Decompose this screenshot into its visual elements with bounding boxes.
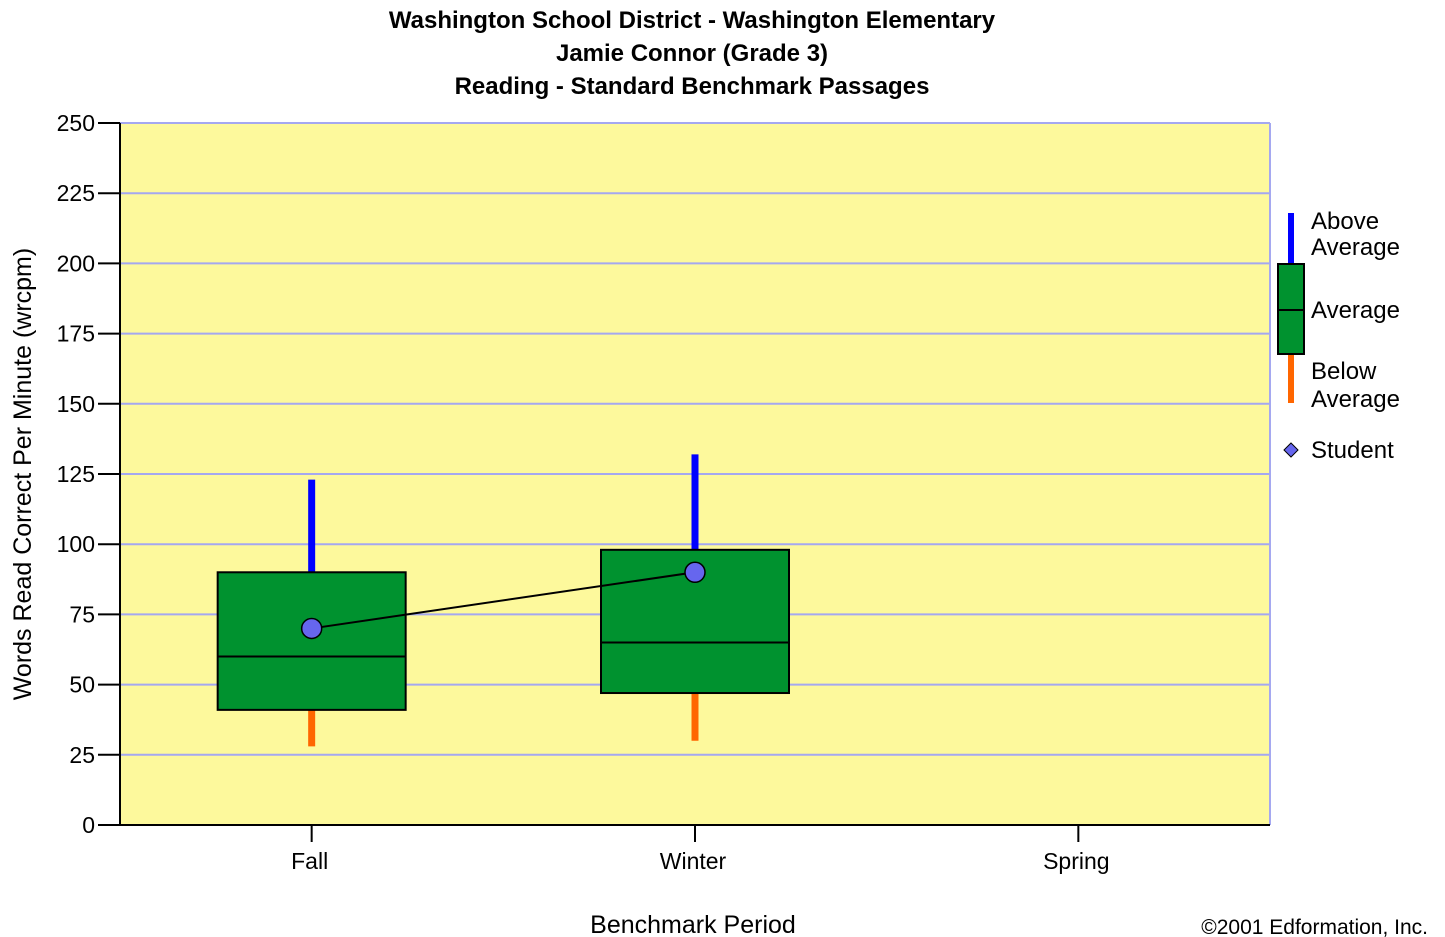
y-tick-label: 225 <box>57 180 95 206</box>
y-tick-label: 50 <box>69 672 95 698</box>
box-fall <box>216 479 407 747</box>
y-tick-label: 175 <box>57 321 95 347</box>
x-tick-label-winter: Winter <box>660 848 727 874</box>
title-line-3: Reading - Standard Benchmark Passages <box>455 73 930 100</box>
legend-average-label: Average <box>1311 297 1400 324</box>
x-tick-label-spring: Spring <box>1043 848 1109 874</box>
student-line <box>311 571 696 630</box>
title-line-1: Washington School District - Washington … <box>389 7 996 34</box>
legend-student-label: Student <box>1311 437 1394 464</box>
y-tick-label: 125 <box>57 461 95 487</box>
x-axis-title: Benchmark Period <box>590 911 796 937</box>
title-line-2: Jamie Connor (Grade 3) <box>556 40 828 67</box>
y-tick-label: 100 <box>57 531 95 557</box>
y-tick-label: 200 <box>57 250 95 276</box>
legend-student-marker <box>1283 442 1299 458</box>
student-point-winter <box>684 561 706 584</box>
y-tick-label: 250 <box>57 110 95 136</box>
chart-title: Washington School District - Washington … <box>389 7 996 100</box>
plot-area: 0 25 50 75 100 125 150 175 200 225 250 Fall Winter Sp… <box>57 110 1271 874</box>
box-body <box>216 571 407 711</box>
box-winter <box>600 454 790 741</box>
y-tick-label: 75 <box>69 601 95 627</box>
legend-below-label: Below Average <box>1311 358 1400 413</box>
y-tick-label: 0 <box>82 812 95 838</box>
legend-above-label: Above Average <box>1311 208 1400 261</box>
y-tick-label: 25 <box>69 742 95 768</box>
student-point-fall <box>300 617 323 640</box>
y-tick-label: 150 <box>57 391 95 417</box>
legend: Above Average Average Below Average Student <box>1277 208 1400 464</box>
x-tick-label-fall: Fall <box>291 848 328 874</box>
copyright-text: ©2001 Edformation, Inc. <box>1201 916 1428 937</box>
y-axis-title: Words Read Correct Per Minute (wrcpm) <box>9 248 37 700</box>
